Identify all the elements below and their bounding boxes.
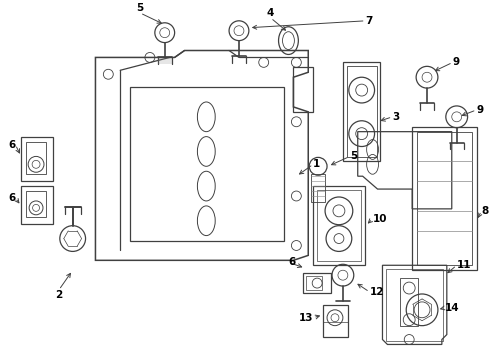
Text: 2: 2 [55,290,62,300]
Bar [21,186,53,224]
Bar [400,278,418,326]
Text: 6: 6 [8,193,15,203]
Text: 6: 6 [289,257,295,267]
Bar [306,276,322,290]
Text: 4: 4 [267,8,274,18]
Bar [323,305,348,337]
Text: 9: 9 [453,57,460,67]
Bar [412,127,476,270]
Bar [317,190,361,261]
Text: 7: 7 [366,16,373,26]
Text: 14: 14 [445,303,460,313]
Text: 3: 3 [392,112,400,122]
Bar [343,62,381,161]
Bar [294,67,313,112]
Text: 5: 5 [136,3,144,13]
Text: 10: 10 [372,214,387,224]
Bar [26,141,46,174]
Bar [303,273,331,293]
Text: 8: 8 [482,206,489,216]
Text: 6: 6 [8,140,15,149]
Bar [21,136,53,181]
Text: 12: 12 [369,287,384,297]
Bar [26,191,46,217]
Text: 9: 9 [476,105,484,115]
Text: 5: 5 [350,152,357,161]
Bar [313,186,365,265]
Bar [311,174,325,202]
Bar [347,66,376,157]
Text: 13: 13 [299,313,313,323]
Bar [387,269,443,341]
Bar [130,87,284,240]
Text: 1: 1 [313,159,320,169]
Bar [417,132,471,265]
Text: 11: 11 [457,260,471,270]
